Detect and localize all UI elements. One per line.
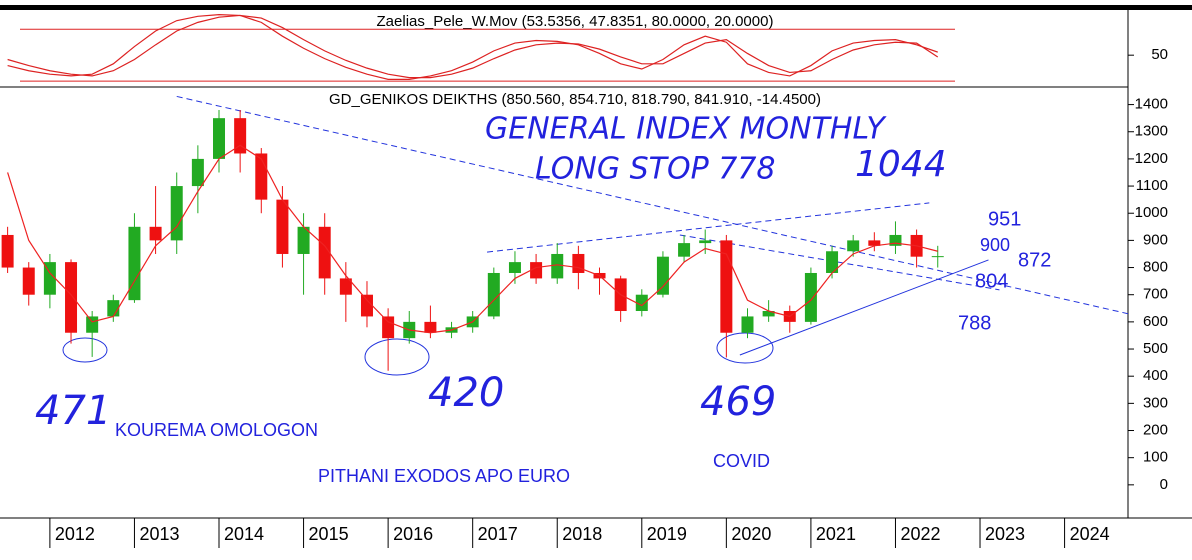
x-tick-label: 2013: [139, 524, 179, 544]
candle-body: [234, 118, 247, 154]
y-tick-label: 1300: [1135, 123, 1168, 140]
x-tick-label: 2019: [647, 524, 687, 544]
y-tick-label: 200: [1143, 421, 1168, 438]
candle-body: [339, 278, 352, 295]
ellipse: [364, 338, 430, 376]
candle-body: [635, 294, 648, 312]
candle-body: [170, 186, 183, 241]
trend-line: [739, 259, 989, 356]
ellipse: [716, 332, 774, 364]
x-tick-label: 2024: [1070, 524, 1110, 544]
y-tick-label: 1200: [1135, 150, 1168, 167]
y-tick-label: 300: [1143, 394, 1168, 411]
candle-body: [191, 158, 204, 187]
candle-body: [868, 240, 881, 246]
candle-body: [678, 243, 691, 257]
candle-body: [656, 256, 669, 295]
x-tick-label: 2023: [985, 524, 1025, 544]
candle-body: [572, 253, 585, 273]
x-tick-label: 2014: [224, 524, 264, 544]
osc-line: [7, 14, 939, 79]
x-tick-label: 2021: [816, 524, 856, 544]
osc-line: [7, 13, 938, 80]
x-tick-label: 2016: [393, 524, 433, 544]
trend-line: [176, 95, 1129, 315]
trend-line: [486, 202, 930, 253]
y-tick-label: 50: [1151, 46, 1168, 63]
annotation: 1044: [855, 144, 947, 185]
x-tick-label: 2020: [731, 524, 771, 544]
annotation: PITHANI EXODOS APO EURO: [318, 466, 570, 486]
x-tick-label: 2018: [562, 524, 602, 544]
candle-body: [551, 253, 564, 279]
candle-body: [22, 267, 35, 295]
annotation: KOUREMA OMOLOGON: [115, 420, 318, 440]
annotation: 469: [700, 379, 776, 425]
x-tick-label: 2022: [900, 524, 940, 544]
candle-body: [213, 118, 226, 159]
osc-title: Zaelias_Pele_W.Mov (53.5356, 47.8351, 80…: [377, 13, 774, 30]
candle-body: [487, 272, 500, 317]
candle-body: [720, 240, 733, 333]
candle-body: [149, 226, 162, 241]
y-tick-label: 700: [1143, 286, 1168, 303]
annotation: 788: [958, 312, 991, 334]
candle-body: [699, 240, 712, 244]
annotation: LONG STOP 778: [535, 152, 776, 187]
moving-average: [7, 144, 938, 334]
trend-line: [679, 234, 1000, 291]
annotation: 804: [975, 270, 1008, 292]
candle-body: [508, 262, 521, 273]
candle-body: [86, 316, 99, 333]
candle-body: [804, 272, 817, 322]
annotation: 872: [1018, 249, 1051, 271]
ellipse: [62, 337, 108, 363]
annotation: 951: [988, 208, 1021, 230]
annotation: 471: [35, 388, 111, 434]
x-tick-label: 2015: [309, 524, 349, 544]
y-tick-label: 500: [1143, 340, 1168, 357]
annotation: GENERAL INDEX MONTHLY: [485, 112, 887, 147]
candle-body: [297, 226, 310, 254]
candle-body: [847, 240, 860, 252]
candle-body: [741, 316, 754, 333]
candle-body: [360, 294, 373, 317]
candle-body: [128, 226, 141, 301]
candle-body: [255, 153, 268, 200]
y-tick-label: 800: [1143, 259, 1168, 276]
candle-body: [826, 251, 839, 273]
x-tick-label: 2012: [55, 524, 95, 544]
candle-body: [889, 234, 902, 246]
candle-body: [530, 262, 543, 279]
x-tick-label: 2017: [478, 524, 518, 544]
y-tick-label: 1000: [1135, 204, 1168, 221]
main-title: GD_GENIKOS DEIKTHS (850.560, 854.710, 81…: [329, 91, 821, 108]
y-tick-label: 1100: [1136, 177, 1168, 194]
annotations: GENERAL INDEX MONTHLY LONG STOP 778 1044…: [35, 112, 1051, 486]
candle-body: [424, 321, 437, 333]
annotation: COVID: [713, 451, 770, 471]
y-tick-label: 0: [1160, 476, 1168, 493]
candle-body: [43, 262, 56, 295]
candle-body: [382, 316, 395, 339]
annotation: 900: [980, 235, 1010, 255]
top-bar: [0, 5, 1192, 10]
annotation: 420: [428, 370, 504, 416]
y-tick-label: 1400: [1135, 96, 1168, 113]
y-tick-label: 900: [1143, 231, 1168, 248]
candle-body: [1, 234, 14, 268]
candle-body: [65, 262, 78, 333]
candle-body: [276, 199, 289, 254]
y-tick-label: 600: [1143, 313, 1168, 330]
y-tick-label: 400: [1143, 367, 1168, 384]
candle-body: [762, 311, 775, 317]
y-tick-label: 100: [1143, 449, 1168, 466]
candle-body: [318, 226, 331, 279]
candle-body: [931, 256, 944, 258]
